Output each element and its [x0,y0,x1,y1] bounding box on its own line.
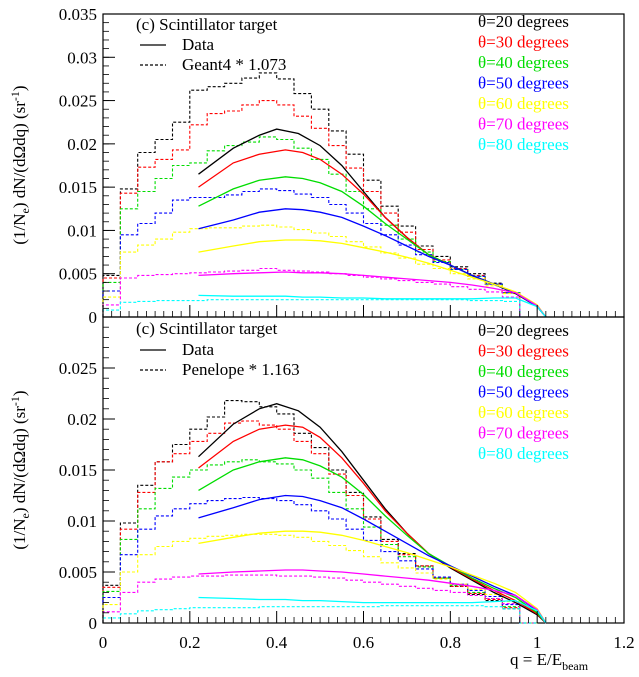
legend-sim-label-top: Geant4 * 1.073 [182,55,286,74]
data-curve-bottom-5 [198,569,547,624]
data-curve-top-4 [198,239,547,318]
y-tick-label-bottom-2: 0.01 [67,512,97,531]
data-curve-bottom-2 [198,457,547,624]
panel-bottom: 0 0.005 0.01 0.015 0.02 0.025 (c) Scintillato… [59,316,625,633]
data-curve-bottom-3 [198,494,547,624]
theta-legend-top-3: θ=50 degrees [478,74,569,93]
theta-legend-top-0: θ=20 degrees [478,12,569,31]
y-tick-label-top-5: 0.025 [59,92,97,111]
y-tick-label-top-4: 0.02 [67,135,97,154]
sim-histogram-bottom-1 [102,420,538,624]
data-curves-top [198,128,547,318]
y-tick-label-top-0: 0 [89,308,98,327]
legend-sim-label-bottom: Penelope * 1.163 [182,360,300,379]
data-curves-bottom [198,403,547,624]
theta-legend-bottom-3: θ=50 degrees [478,383,569,402]
simulation-histograms-bottom [102,400,538,624]
simulation-histograms-top [102,72,538,318]
y-tick-label-bottom-4: 0.02 [67,410,97,429]
theta-legend-bottom-2: θ=40 degrees [478,362,569,381]
sim-histogram-top-5 [102,267,538,318]
y-tick-label-bottom-3: 0.015 [59,461,97,480]
x-tick-labels: 0 0.2 0.4 0.6 0.8 1 1.2 [99,633,635,652]
theta-legend-top-4: θ=60 degrees [478,94,569,113]
y-tick-label-top-2: 0.01 [67,221,97,240]
x-ticks-bottom [102,611,625,623]
sim-histogram-bottom-3 [102,496,538,624]
data-curve-top-5 [198,271,547,318]
panel-title-top: (c) Scintillator target [136,15,278,34]
sim-histogram-bottom-5 [102,574,538,624]
data-curve-top-6 [198,294,547,318]
x-tick-label-2: 0.4 [266,633,288,652]
theta-legend-top-6: θ=80 degrees [478,135,569,154]
y-axis-label-top: (1/Ne) dN/(dΩdq) (sr-1) [8,85,32,244]
y-ticks-bottom: 0 0.005 0.01 0.015 0.02 0.025 [59,316,115,633]
y-tick-label-top-6: 0.03 [67,48,97,67]
x-tick-label-6: 1.2 [613,633,634,652]
legend-data-label-top: Data [182,35,215,54]
y-tick-label-bottom-0: 0 [89,614,98,633]
panel-top: 0 0.005 0.01 0.015 0.02 0.025 0.03 0.035 (c) Sc… [59,5,625,327]
theta-legend-bottom-1: θ=30 degrees [478,342,569,361]
data-curve-bottom-1 [198,424,547,624]
y-tick-label-top-3: 0.015 [59,178,97,197]
sim-histogram-top-4 [102,224,538,318]
theta-legend-top-2: θ=40 degrees [478,53,569,72]
y-tick-label-bottom-5: 0.025 [59,359,97,378]
y-tick-label-bottom-1: 0.005 [59,563,97,582]
panel-title-bottom: (c) Scintillator target [136,319,278,338]
x-ticks-top [102,305,625,317]
theta-legend-bottom-4: θ=60 degrees [478,403,569,422]
data-curve-bottom-0 [198,403,547,624]
theta-legend-bottom-0: θ=20 degrees [478,321,569,340]
x-axis-label: q = E/Ebeam [510,650,589,673]
theta-legend-bottom-6: θ=80 degrees [478,444,569,463]
theta-legend-top-5: θ=70 degrees [478,115,569,134]
theta-legend-bottom-5: θ=70 degrees [478,424,569,443]
sim-histogram-top-6 [102,299,538,318]
y-tick-label-top-1: 0.005 [59,265,97,284]
legend-data-label-bottom: Data [182,340,215,359]
data-curve-bottom-6 [198,596,547,624]
x-tick-label-4: 0.8 [440,633,461,652]
sim-histogram-bottom-4 [102,533,538,624]
sim-histogram-top-0 [102,72,538,318]
y-ticks-top: 0 0.005 0.01 0.015 0.02 0.025 0.03 0.035 [59,5,115,327]
x-tick-label-0: 0 [99,633,108,652]
data-curve-bottom-4 [198,530,547,624]
x-tick-label-5: 1 [533,633,542,652]
data-curve-top-3 [198,208,547,318]
x-tick-label-3: 0.6 [353,633,374,652]
sim-histogram-bottom-6 [102,605,538,624]
sim-histogram-top-3 [102,188,538,318]
theta-legend-top-1: θ=30 degrees [478,33,569,52]
x-tick-label-1: 0.2 [179,633,200,652]
y-axis-label-bottom: (1/Ne) dN/(dΩdq) (sr-1) [8,390,32,549]
y-tick-label-top-7: 0.035 [59,5,97,24]
sim-histogram-top-2 [102,136,538,318]
sim-histogram-top-1 [102,100,538,318]
